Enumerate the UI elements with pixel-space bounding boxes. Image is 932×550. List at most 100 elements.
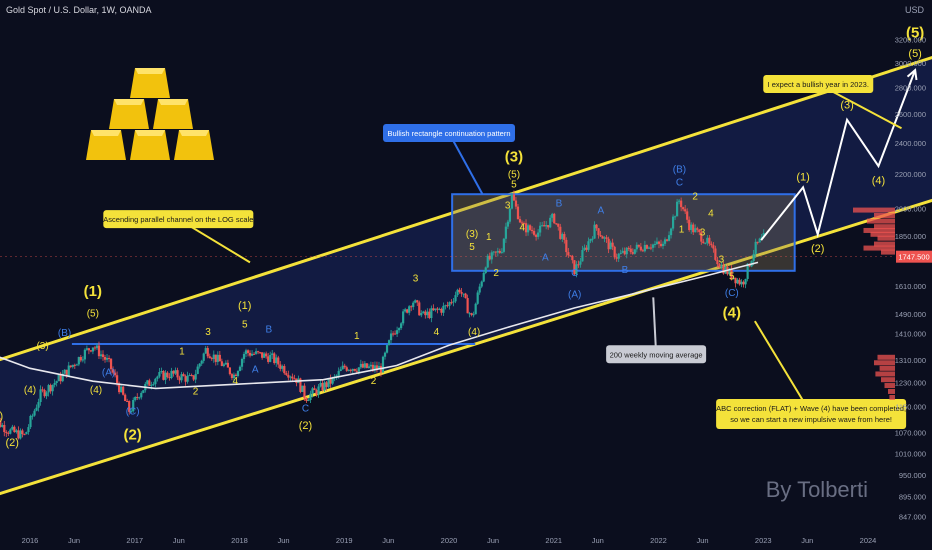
candle-body (13, 426, 16, 433)
gold-bars-icon (86, 68, 214, 160)
candle-body (287, 374, 290, 378)
candle-body (77, 357, 80, 365)
candle-body (569, 255, 572, 257)
candle-body (526, 225, 530, 233)
candle-body (313, 388, 316, 391)
gold-bar-top (91, 130, 121, 136)
candle-body (692, 224, 695, 233)
candle-body (176, 370, 179, 378)
time-axis[interactable]: 2016 Jun 2017 Jun 2018 Jun 2019 Jun 2020 Jun 2021 J… (22, 536, 877, 545)
candle-body (57, 374, 60, 382)
volume-bar (877, 235, 895, 241)
wave-label: A (598, 206, 605, 217)
candle-body (128, 401, 131, 412)
candle-body (589, 238, 592, 242)
wave-label: C (302, 403, 309, 414)
candle-body (331, 377, 334, 384)
y-tick-label: 2200.000 (895, 170, 926, 179)
candle-body (393, 333, 397, 335)
candle-body (448, 302, 451, 306)
wave-label: (4) (872, 175, 885, 187)
candle-body (252, 353, 256, 355)
candle-body (267, 356, 270, 362)
candle-body (122, 386, 125, 395)
candle-body (629, 248, 632, 253)
candle-body (216, 354, 219, 362)
wave-label: 3 (700, 227, 706, 238)
candles-layer (0, 190, 765, 440)
candle-body (345, 367, 348, 371)
candle-body (89, 350, 93, 352)
candle-body (641, 250, 644, 252)
candle-body (712, 245, 715, 249)
channel-lower-line (0, 198, 932, 496)
candle-body (754, 241, 757, 254)
y-tick-label: 2000.000 (895, 204, 926, 213)
candle-body (623, 250, 626, 255)
candle-body (0, 420, 2, 427)
candle-body (653, 243, 657, 245)
candle-body (355, 370, 358, 372)
wave-label: (3) (36, 341, 48, 352)
candle-body (414, 300, 417, 303)
candle-body (571, 255, 574, 261)
candle-body (39, 389, 42, 403)
y-tick-label: 2800.000 (895, 84, 926, 93)
candle-body (99, 354, 103, 357)
candle-body (228, 367, 232, 375)
candle-body (321, 383, 324, 391)
candle-body (412, 302, 415, 308)
annotation-text: Ascending parallel channel on the LOG sc… (103, 215, 253, 224)
candle-body (192, 375, 195, 380)
wave-label: (3) (505, 148, 523, 165)
candle-body (164, 372, 167, 380)
candle-body (605, 237, 608, 239)
gold-bar (86, 130, 126, 160)
candle-body (458, 289, 461, 293)
annotation-box (606, 345, 707, 364)
candle-body (103, 357, 107, 360)
candle-body (91, 347, 95, 352)
wave-label: 1 (354, 331, 360, 342)
wave-label: 4 (233, 376, 239, 387)
wave-label: (4) (468, 327, 480, 338)
candle-body (744, 278, 747, 285)
candle-body (762, 232, 765, 237)
candle-body (426, 311, 429, 316)
annotation-box (103, 210, 254, 229)
candle-body (365, 363, 368, 368)
candle-body (615, 257, 618, 259)
candle-body (698, 229, 701, 233)
price-axis[interactable]: 3200.000 3000.000 2800.000 2600.000 2400.000… (895, 36, 932, 522)
candle-body (263, 353, 266, 358)
candle-body (579, 261, 582, 265)
candle-body (581, 250, 584, 262)
candle-body (329, 378, 332, 384)
candle-body (15, 430, 18, 433)
candle-body (238, 366, 242, 371)
candle-body (583, 247, 586, 251)
candle-body (404, 309, 407, 312)
candle-body (734, 277, 737, 284)
wave-label: C (676, 178, 683, 189)
candle-body (474, 303, 477, 315)
candle-body (545, 225, 548, 227)
current-price-label: 1747.500 (898, 253, 929, 262)
y-tick-label: 847.000 (899, 512, 926, 521)
wave-label: 3 (205, 327, 211, 338)
volume-bar (867, 218, 895, 224)
candle-body (148, 380, 151, 386)
candle-body (303, 385, 306, 399)
annotation-pointer (652, 297, 658, 355)
candle-body (450, 302, 453, 304)
x-tick-label: 2019 (336, 536, 353, 545)
candle-body (530, 229, 534, 232)
volume-bar (853, 207, 895, 213)
candle-body (710, 243, 713, 246)
volume-profile (853, 207, 895, 400)
candle-body (694, 228, 697, 233)
candle-body (373, 365, 377, 370)
volume-bar (877, 354, 895, 360)
candle-body (609, 242, 612, 250)
candle-body (684, 209, 687, 212)
